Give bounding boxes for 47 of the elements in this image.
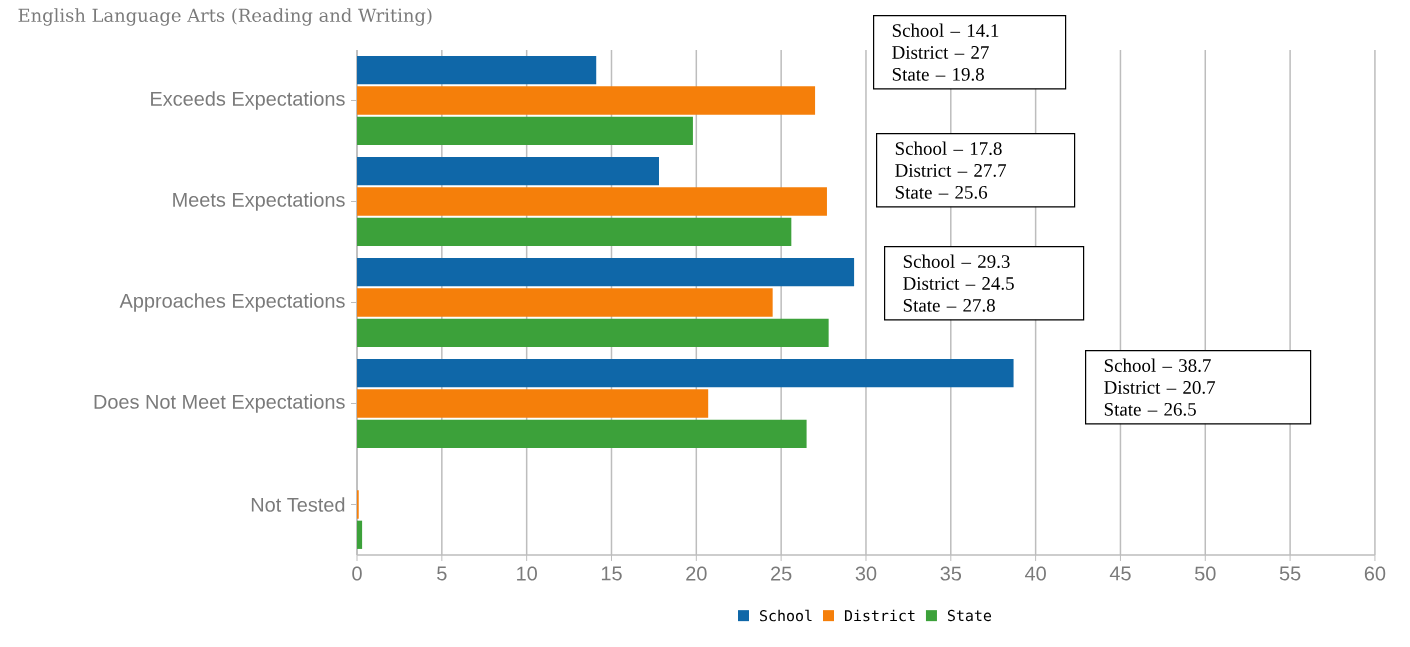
bar <box>357 217 792 246</box>
chart-title: English Language Arts (Reading and Writing) <box>18 8 432 26</box>
x-tick-label: 15 <box>601 566 622 581</box>
x-tick-label: 5 <box>437 566 447 581</box>
x-tick-label: 20 <box>686 566 707 581</box>
y-tick-label: Exceeds Expectations <box>151 91 345 110</box>
x-tick-label: 60 <box>1364 566 1386 581</box>
annotation: School – 17.8 <box>895 141 1002 155</box>
bar <box>357 389 709 418</box>
x-tick-label: 50 <box>1194 566 1216 581</box>
bar <box>357 288 773 317</box>
annotation: State – 26.5 <box>1104 403 1196 416</box>
bar <box>357 318 829 347</box>
y-tick-label: Approaches Expectations <box>119 293 345 312</box>
annotation: State – 27.8 <box>903 298 995 312</box>
y-tick-label: Meets Expectations <box>173 192 345 211</box>
annotation: State – 25.6 <box>895 186 988 199</box>
legend-label: School <box>760 609 812 622</box>
x-tick-label: 55 <box>1279 566 1301 581</box>
annotation: School – 38.7 <box>1104 358 1211 372</box>
bar <box>357 520 363 549</box>
x-tick-label: 10 <box>517 566 537 581</box>
bar <box>357 187 827 216</box>
legend-label: State <box>947 609 992 622</box>
x-tick-label: 25 <box>771 566 792 581</box>
annotation: District – 24.5 <box>903 277 1014 290</box>
annotation: District – 20.7 <box>1104 381 1216 394</box>
annotation: State – 19.8 <box>892 67 984 81</box>
y-tick-label: Does Not Meet Expectations <box>94 394 345 413</box>
bar <box>357 419 807 448</box>
x-tick-label: 40 <box>1025 566 1046 581</box>
annotation: District – 27 <box>892 46 989 59</box>
x-tick-label: 45 <box>1109 566 1131 581</box>
bar <box>357 56 597 85</box>
x-tick-label: 0 <box>352 566 362 581</box>
bar <box>357 86 816 115</box>
legend-label: District <box>844 609 915 622</box>
y-tick-label: Not Tested <box>251 497 345 512</box>
x-tick-label: 30 <box>855 566 877 581</box>
annotation: School – 29.3 <box>903 254 1010 268</box>
bar <box>357 157 659 186</box>
bar <box>357 258 855 287</box>
annotation: District – 27.7 <box>895 164 1007 177</box>
bar <box>357 359 1014 388</box>
x-tick-label: 35 <box>940 566 962 581</box>
text: School – 14.1 <box>892 23 999 37</box>
bar <box>357 116 693 145</box>
